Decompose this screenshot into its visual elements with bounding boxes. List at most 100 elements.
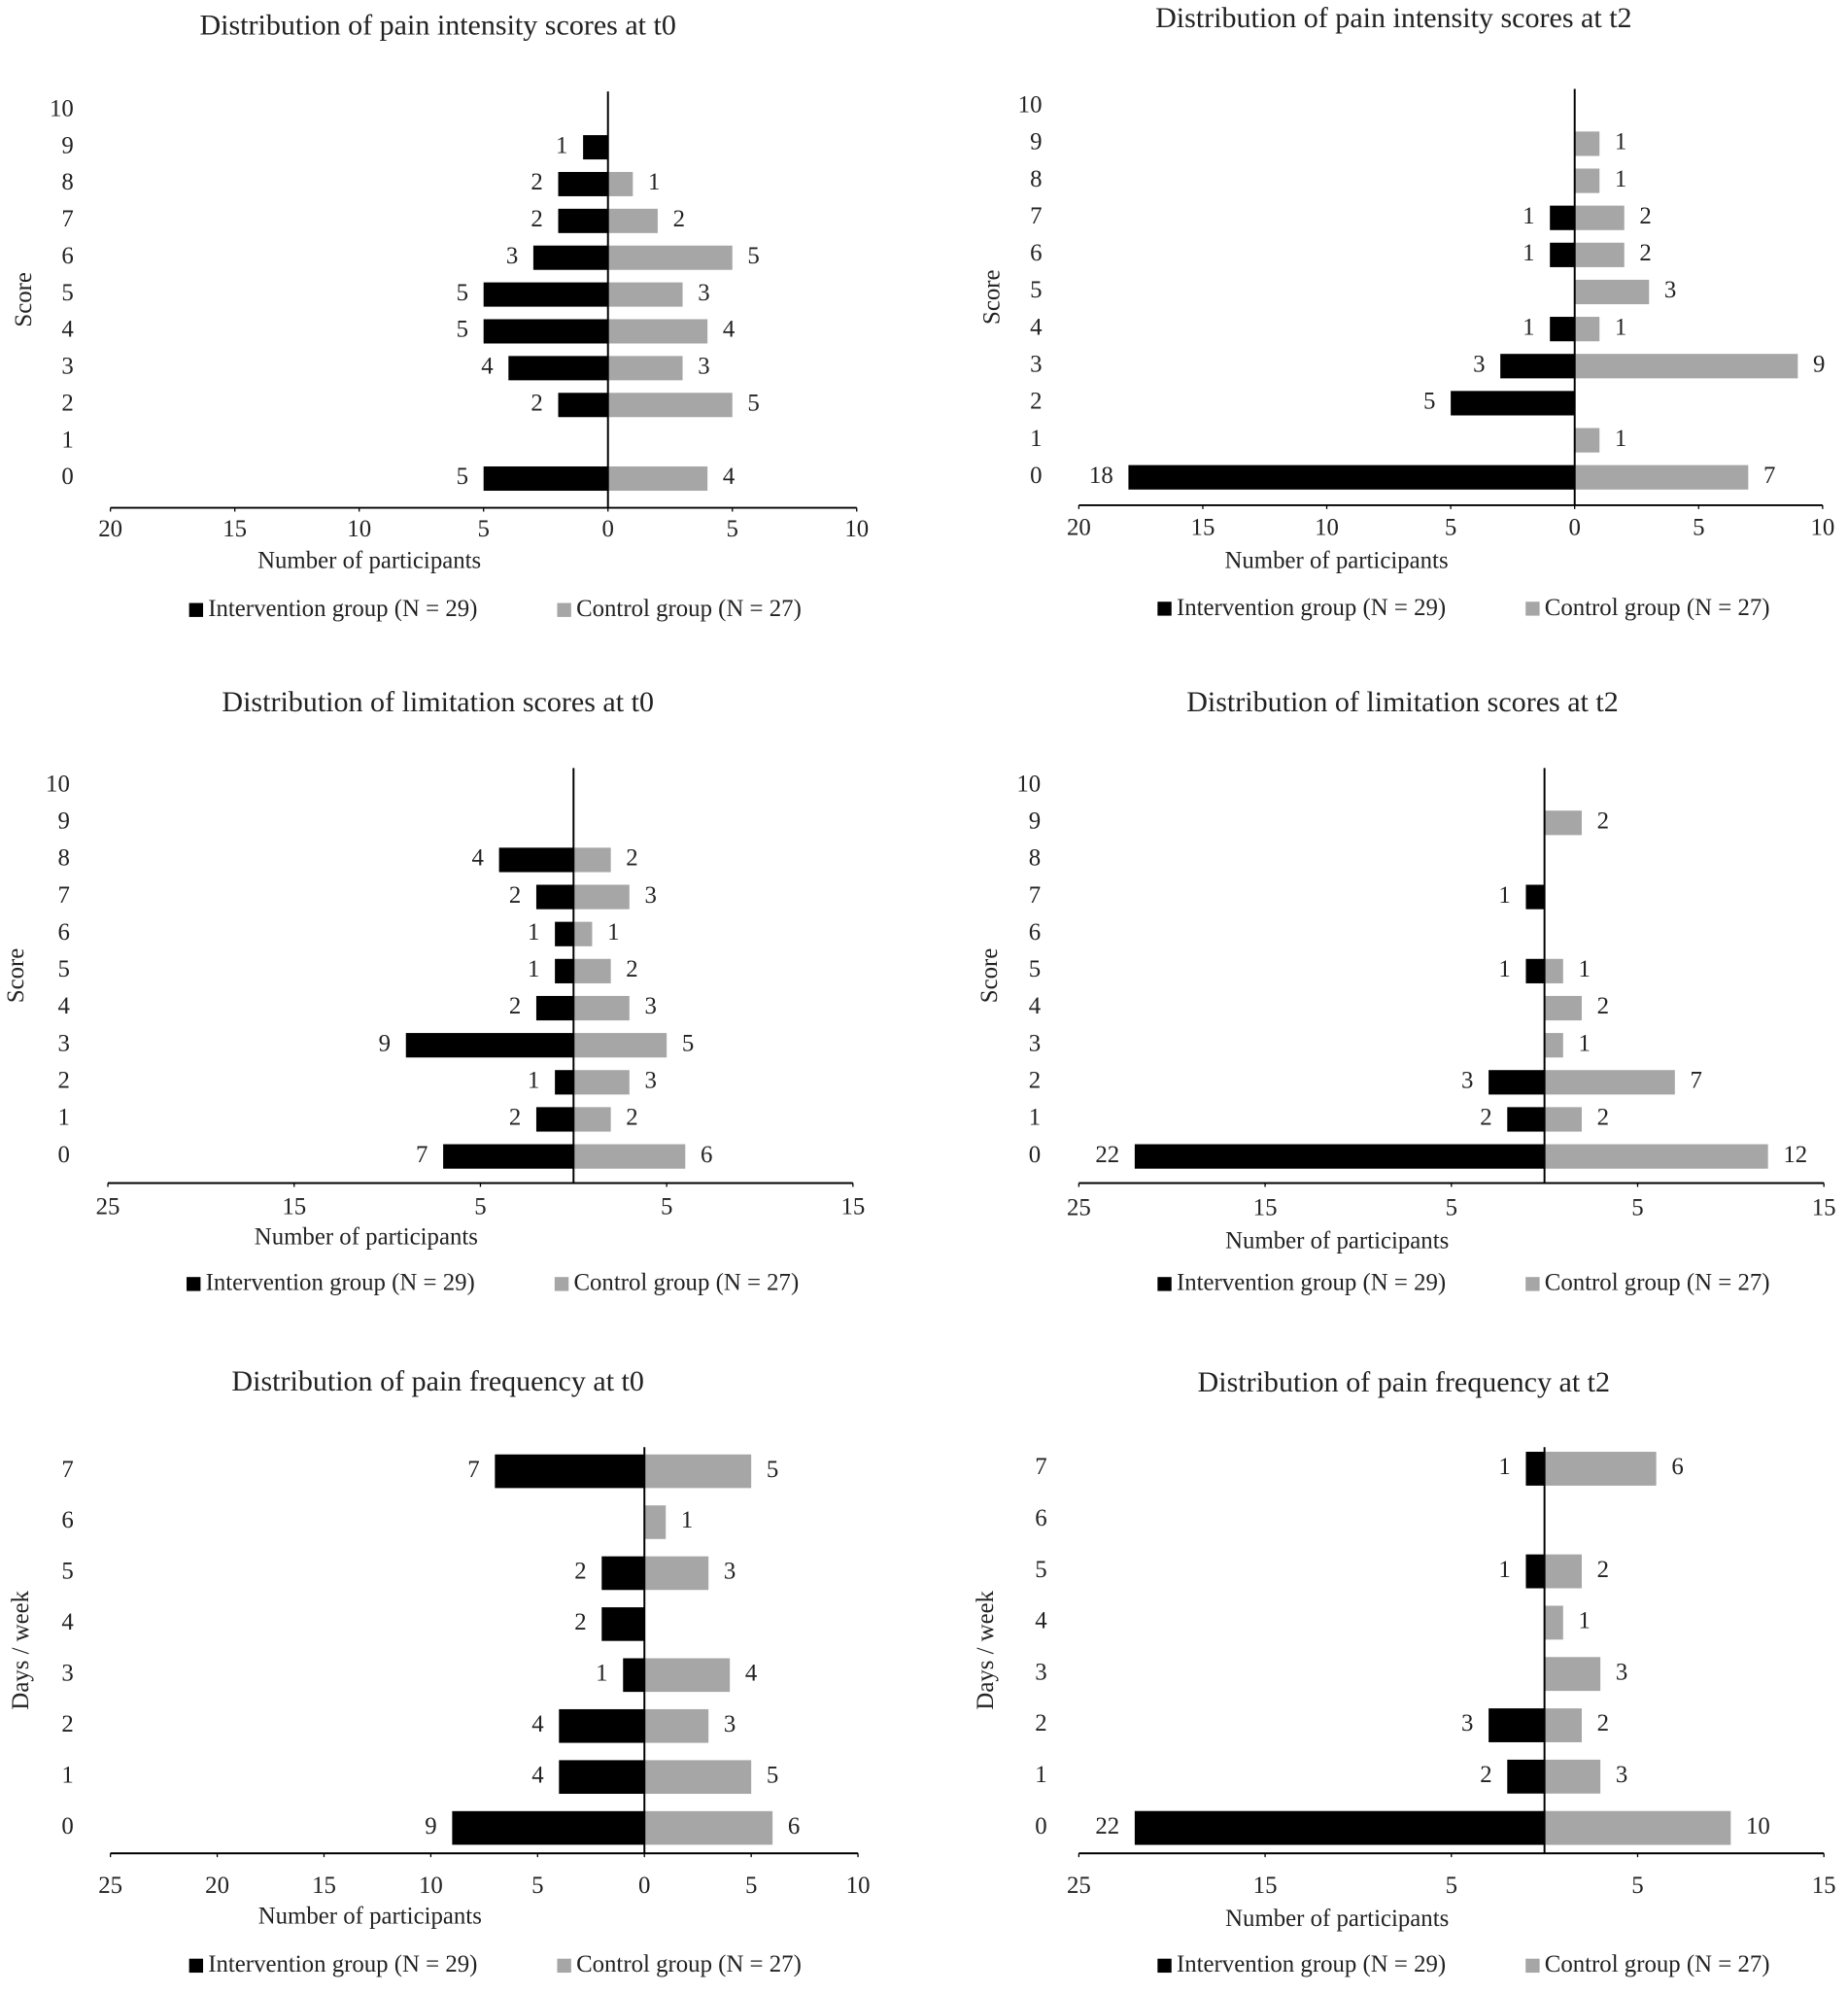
- bar: [583, 135, 608, 160]
- bar: [1507, 1759, 1545, 1794]
- bar: [1574, 464, 1749, 490]
- bar: [573, 1144, 686, 1169]
- value-label: 2: [530, 206, 542, 232]
- value-label: 4: [481, 354, 494, 380]
- legend-swatch: [554, 1277, 569, 1291]
- bar: [559, 1760, 645, 1795]
- bar: [1525, 884, 1545, 910]
- y-tick-label: 0: [1035, 1813, 1046, 1839]
- value-label: 1: [1615, 314, 1626, 340]
- bar: [498, 847, 574, 873]
- bar: [558, 393, 608, 418]
- bar: [405, 1033, 574, 1058]
- value-label: 3: [644, 1068, 656, 1094]
- y-tick-label: 7: [61, 206, 73, 232]
- bar: [555, 958, 574, 983]
- y-tick-label: 5: [61, 1559, 73, 1585]
- bar: [573, 958, 611, 983]
- value-label: 6: [1671, 1454, 1683, 1480]
- legend-label: Intervention group (N = 29): [1177, 1951, 1446, 1977]
- y-tick-label: 5: [61, 280, 73, 306]
- x-tick-label: 15: [1812, 1873, 1836, 1899]
- legend-swatch: [188, 602, 204, 617]
- value-label: 9: [379, 1030, 391, 1056]
- bar: [644, 1810, 773, 1845]
- x-tick-label: 15: [222, 516, 247, 542]
- legend-swatch: [1525, 1277, 1540, 1291]
- y-tick-label: 7: [1035, 1454, 1046, 1480]
- x-axis-title: Number of participants: [258, 1904, 482, 1930]
- y-tick-label: 6: [61, 1507, 73, 1533]
- x-tick-label: 20: [205, 1873, 229, 1899]
- value-label: 6: [788, 1813, 800, 1839]
- value-label: 9: [425, 1813, 436, 1839]
- x-tick-label: 10: [419, 1873, 443, 1899]
- bar: [1489, 1708, 1545, 1742]
- value-label: 1: [528, 1068, 539, 1094]
- bar: [558, 171, 608, 196]
- bar: [1544, 1033, 1563, 1058]
- value-label: 3: [1461, 1710, 1473, 1736]
- chart-title: Distribution of pain frequency at t0: [231, 1365, 644, 1397]
- bar: [558, 208, 608, 233]
- bar: [555, 1070, 574, 1095]
- legend-swatch: [1157, 601, 1172, 616]
- value-label: 1: [607, 919, 619, 945]
- x-tick-label: 25: [98, 1873, 122, 1899]
- value-label: 1: [556, 132, 567, 158]
- value-label: 3: [1664, 277, 1676, 303]
- bar: [1574, 279, 1650, 305]
- value-label: 4: [723, 464, 736, 490]
- y-tick-label: 10: [1016, 771, 1041, 797]
- bar: [607, 356, 683, 381]
- value-label: 5: [747, 390, 759, 416]
- value-label: 9: [1813, 351, 1825, 377]
- x-tick-label: 5: [531, 1873, 543, 1899]
- value-label: 2: [530, 390, 542, 416]
- y-tick-label: 2: [57, 1068, 69, 1094]
- x-tick-label: 5: [745, 1873, 757, 1899]
- y-tick-label: 5: [1030, 277, 1042, 303]
- y-tick-label: 1: [1029, 1105, 1041, 1131]
- y-tick-label: 6: [57, 919, 69, 945]
- legend-swatch: [188, 1958, 204, 1974]
- value-label: 3: [698, 354, 709, 380]
- value-label: 3: [724, 1559, 736, 1585]
- value-label: 4: [472, 845, 485, 872]
- value-label: 7: [1763, 463, 1775, 489]
- x-tick-label: 15: [282, 1193, 306, 1220]
- x-axis-title: Number of participants: [1225, 1228, 1449, 1254]
- value-label: 2: [574, 1559, 586, 1585]
- chart-panel: Distribution of limitation scores at t2 S…: [976, 686, 1836, 1296]
- bar: [573, 1107, 611, 1132]
- x-tick-label: 5: [727, 516, 738, 542]
- x-tick-label: 5: [1446, 1195, 1457, 1221]
- value-label: 3: [698, 280, 709, 306]
- bar: [644, 1658, 731, 1693]
- y-tick-label: 6: [61, 243, 73, 269]
- value-label: 2: [1480, 1105, 1491, 1131]
- legend-label: Control group (N = 27): [576, 1951, 802, 1977]
- chart-title: Distribution of pain frequency at t2: [1198, 1366, 1611, 1398]
- value-label: 3: [1616, 1659, 1627, 1685]
- value-label: 1: [1498, 882, 1510, 909]
- x-tick-label: 0: [1569, 514, 1581, 540]
- bar: [535, 995, 574, 1021]
- x-tick-label: 15: [312, 1873, 336, 1899]
- bar: [1550, 242, 1575, 267]
- chart-title: Distribution of pain intensity scores at…: [199, 10, 675, 42]
- bar: [644, 1708, 709, 1743]
- bar: [644, 1556, 709, 1591]
- x-tick-label: 0: [602, 516, 614, 542]
- y-tick-label: 0: [57, 1142, 69, 1168]
- value-label: 7: [1690, 1068, 1701, 1094]
- value-label: 5: [767, 1762, 778, 1788]
- legend-label: Control group (N = 27): [1545, 595, 1770, 621]
- x-tick-label: 5: [474, 1193, 486, 1220]
- y-tick-label: 4: [1035, 1608, 1047, 1634]
- bar: [1544, 1759, 1601, 1794]
- bar: [573, 1070, 630, 1095]
- x-tick-label: 25: [96, 1193, 120, 1220]
- x-tick-label: 10: [347, 516, 371, 542]
- value-label: 1: [1578, 1030, 1590, 1056]
